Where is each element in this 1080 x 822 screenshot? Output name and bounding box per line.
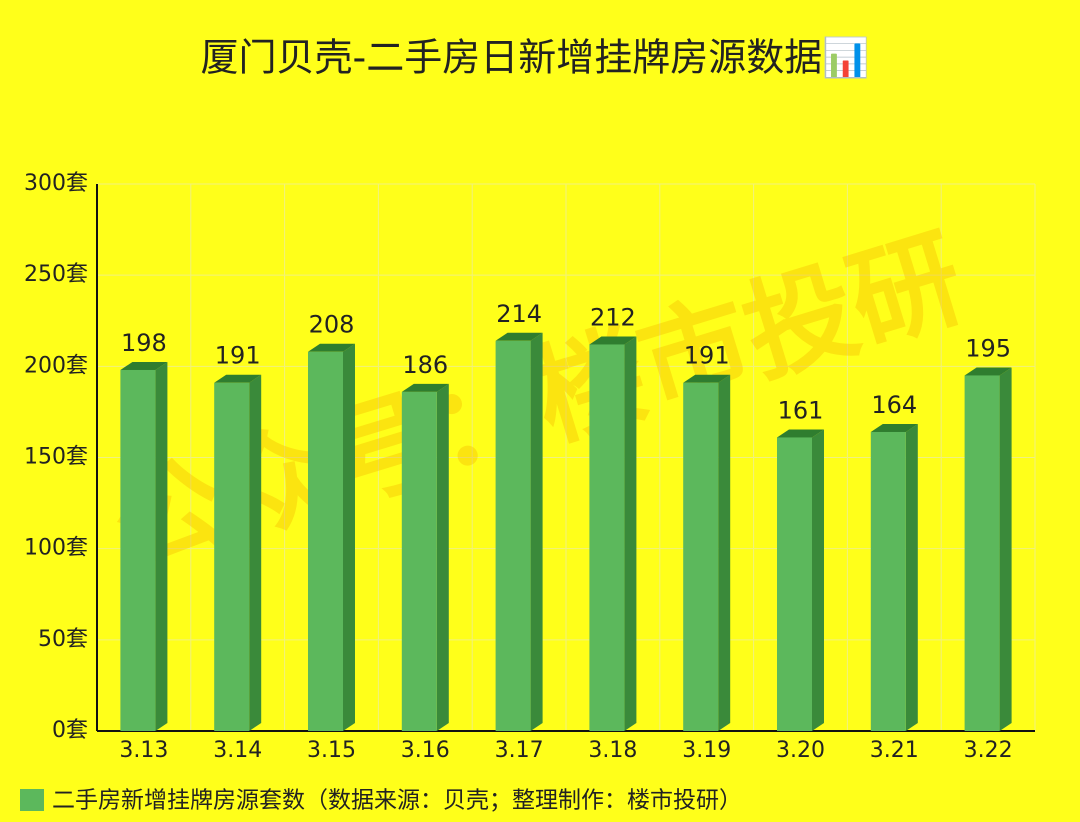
x-tick-label: 3.14 — [213, 738, 262, 763]
y-tick-label: 150套 — [24, 445, 88, 470]
x-tick-label: 3.13 — [119, 738, 168, 763]
bar-side — [905, 423, 918, 731]
value-label: 186 — [402, 351, 448, 379]
bar-top — [401, 383, 449, 392]
value-label: 191 — [215, 342, 261, 370]
value-label: 214 — [496, 300, 542, 328]
bar — [964, 375, 1000, 731]
legend-label: 二手房新增挂牌房源套数（数据来源：贝壳；整理制作：楼市投研） — [52, 788, 742, 814]
value-label: 191 — [684, 342, 730, 370]
bar-side — [249, 374, 262, 731]
y-tick-label: 200套 — [24, 353, 88, 378]
bar-side — [343, 343, 355, 731]
bar-top — [589, 336, 637, 345]
y-tick-label: 100套 — [24, 536, 88, 561]
value-label: 164 — [871, 391, 917, 419]
bar — [683, 382, 719, 731]
bar-top — [214, 374, 262, 383]
bar — [870, 431, 906, 731]
bar — [589, 344, 625, 731]
x-tick-label: 3.21 — [870, 738, 919, 763]
value-label: 198 — [121, 329, 167, 357]
bar-side — [999, 367, 1012, 731]
value-label: 161 — [778, 396, 824, 424]
value-label: 212 — [590, 303, 636, 331]
x-tick-label: 3.16 — [401, 738, 450, 763]
bar-side — [530, 332, 543, 731]
bar — [777, 437, 812, 731]
value-label: 208 — [309, 311, 355, 339]
bar-top — [683, 374, 731, 383]
bar — [401, 391, 437, 731]
bar — [308, 351, 343, 731]
bar — [495, 340, 531, 731]
y-tick-label: 50套 — [38, 627, 88, 652]
x-tick-label: 3.20 — [776, 738, 825, 763]
x-tick-label: 3.18 — [588, 738, 637, 763]
x-tick-label: 3.22 — [964, 738, 1013, 763]
x-tick-label: 3.19 — [682, 738, 731, 763]
bar-top — [777, 429, 824, 438]
bar-top — [870, 423, 918, 432]
bar-top — [308, 343, 355, 352]
bar-side — [436, 383, 449, 731]
y-tick-label: 250套 — [24, 262, 88, 287]
bar-top — [120, 361, 168, 370]
y-tick-label: 300套 — [24, 171, 88, 196]
bar-side — [624, 336, 637, 731]
bar-top — [964, 367, 1012, 376]
y-tick-label: 0套 — [52, 718, 88, 743]
value-label: 195 — [965, 334, 1011, 362]
bar — [214, 382, 250, 731]
x-tick-label: 3.17 — [495, 738, 544, 763]
bar-side — [718, 374, 731, 731]
bar-side — [812, 429, 824, 731]
legend-swatch — [20, 789, 44, 811]
bar-side — [155, 361, 168, 731]
bar — [120, 369, 156, 731]
x-tick-label: 3.15 — [307, 738, 356, 763]
bar-top — [495, 332, 543, 341]
chart-title: 厦门贝壳-二手房日新增挂牌房源数据📊 — [200, 36, 869, 80]
